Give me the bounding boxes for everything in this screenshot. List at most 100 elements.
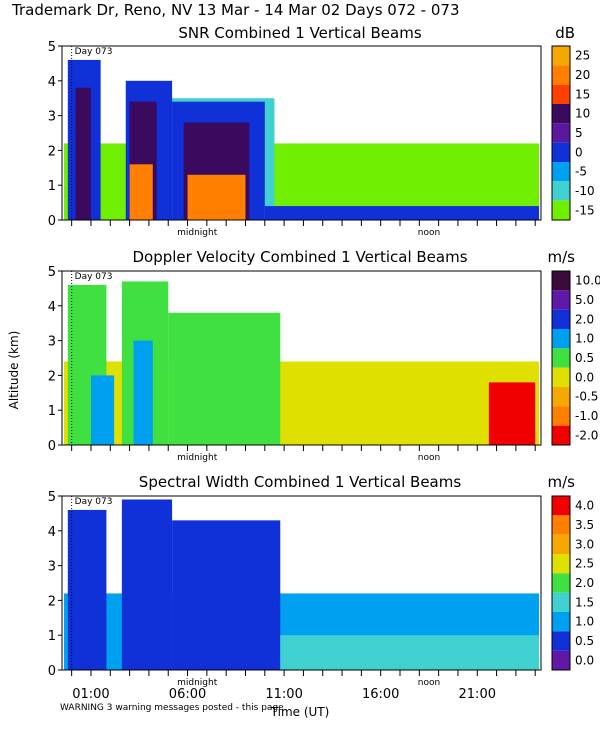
site-title: Trademark Dr, Reno, NV 13 Mar - 14 Mar 0… [11, 1, 460, 19]
colorbar-cell [552, 309, 570, 329]
echo-region-cyan-low [280, 635, 540, 670]
colorbar-cell [552, 104, 570, 124]
colorbar-cell [552, 123, 570, 143]
echo-region-red-right [488, 382, 536, 445]
noon-label: noon [418, 228, 440, 238]
y-tick-label: 5 [48, 490, 56, 505]
colorbar-cell [552, 631, 570, 651]
colorbar-label: 10.0 [575, 274, 600, 288]
width-panel: Spectral Width Combined 1 Vertical Beams… [48, 473, 594, 688]
colorbar-label: -2.0 [575, 428, 598, 442]
echo-region-cyan-2 [133, 340, 153, 445]
plot-frame [61, 495, 542, 671]
midnight-label: midnight [177, 228, 218, 238]
day-marker-label: Day 073 [75, 47, 113, 57]
y-tick-label: 4 [48, 300, 56, 315]
day-marker-label: Day 073 [75, 272, 113, 282]
colorbar-label: -15 [575, 203, 595, 217]
colorbar-label: 10 [575, 107, 590, 121]
doppler-unit: m/s [548, 248, 576, 266]
colorbar-cell [552, 329, 570, 349]
echo-region-blue-3 [172, 520, 281, 670]
colorbar-cell [552, 46, 570, 66]
colorbar-label: 25 [575, 49, 590, 63]
x-tick-label: 06:00 [169, 687, 206, 702]
y-tick-label: 4 [48, 75, 56, 90]
plot-frame [61, 45, 542, 221]
y-tick-label: 1 [48, 629, 56, 644]
y-tick-label: 2 [48, 144, 56, 159]
colorbar-label: 2.0 [575, 576, 594, 590]
echo-region-green-3 [168, 312, 281, 445]
colorbar-label: 1.0 [575, 615, 594, 629]
colorbar-cell [552, 387, 570, 407]
colorbar-cell [552, 554, 570, 574]
snr-unit: dB [555, 24, 575, 42]
colorbar-cell [552, 200, 570, 220]
colorbar-cell [552, 592, 570, 612]
colorbar-label: -10 [575, 184, 595, 198]
x-tick-labels: 01:00 06:00 11:00 16:00 21:00 [72, 687, 496, 702]
colorbar-label: -0.5 [575, 390, 598, 404]
y-tick-label: 0 [48, 439, 56, 454]
echo-region-low-layer [264, 206, 540, 220]
day-marker-label: Day 073 [75, 497, 113, 507]
y-tick-label: 4 [48, 525, 56, 540]
noon-label: noon [418, 453, 440, 463]
colorbar-label: 2.0 [575, 312, 594, 326]
colorbar-label: -1.0 [575, 409, 598, 423]
colorbar-label: 3.0 [575, 537, 594, 551]
doppler-panel: Doppler Velocity Combined 1 Vertical Bea… [48, 248, 600, 463]
colorbar-label: 0.0 [575, 370, 594, 384]
colorbar-label: 0.5 [575, 634, 594, 648]
y-tick-label: 3 [48, 560, 56, 575]
x-tick-label: 21:00 [459, 687, 496, 702]
colorbar-frame [551, 45, 571, 221]
colorbar-cell [552, 181, 570, 201]
colorbar-cell [552, 348, 570, 368]
colorbar-label: 4.0 [575, 499, 594, 513]
y-tick-label: 3 [48, 110, 56, 125]
echo-region-cyan-1 [90, 375, 115, 445]
echo-region-blue-2 [121, 499, 173, 670]
colorbar-frame [551, 495, 571, 671]
colorbar-cell [552, 534, 570, 554]
doppler-title: Doppler Velocity Combined 1 Vertical Bea… [132, 248, 467, 266]
colorbar-label: 0.0 [575, 653, 594, 667]
x-tick-label: 11:00 [265, 687, 302, 702]
colorbar-cell [552, 650, 570, 670]
colorbar-label: 1.0 [575, 332, 594, 346]
y-tick-label: 0 [48, 214, 56, 229]
y-tick-label: 1 [48, 404, 56, 419]
y-tick-label: 2 [48, 594, 56, 609]
midnight-label: midnight [177, 678, 218, 688]
colorbar-cell [552, 425, 570, 445]
echo-region-hot-1 [129, 164, 153, 220]
width-unit: m/s [548, 473, 576, 491]
echo-region-blue-1 [67, 509, 107, 670]
colorbar-label: 3.5 [575, 518, 594, 532]
y-tick-label: 1 [48, 179, 56, 194]
midnight-label: midnight [177, 453, 218, 463]
x-tick-label: 16:00 [362, 687, 399, 702]
colorbar-cell [552, 65, 570, 85]
colorbar-label: 20 [575, 68, 590, 82]
x-axis-label: Time (UT) [270, 705, 330, 719]
colorbar-label: 0 [575, 145, 583, 159]
y-tick-label: 5 [48, 265, 56, 280]
noon-label: noon [418, 678, 440, 688]
colorbar-cell [552, 612, 570, 632]
colorbar-cell [552, 142, 570, 162]
y-tick-label: 3 [48, 335, 56, 350]
colorbar-frame [551, 270, 571, 446]
colorbar-cell [552, 496, 570, 516]
colorbar-cell [552, 573, 570, 593]
colorbar-label: 1.5 [575, 595, 594, 609]
colorbar-label: 5 [575, 126, 583, 140]
colorbar-cell [552, 367, 570, 387]
colorbar-label: 5.0 [575, 293, 594, 307]
colorbar-label: 2.5 [575, 557, 594, 571]
colorbar-cell [552, 290, 570, 310]
y-tick-label: 2 [48, 369, 56, 384]
colorbar-label: -5 [575, 165, 587, 179]
